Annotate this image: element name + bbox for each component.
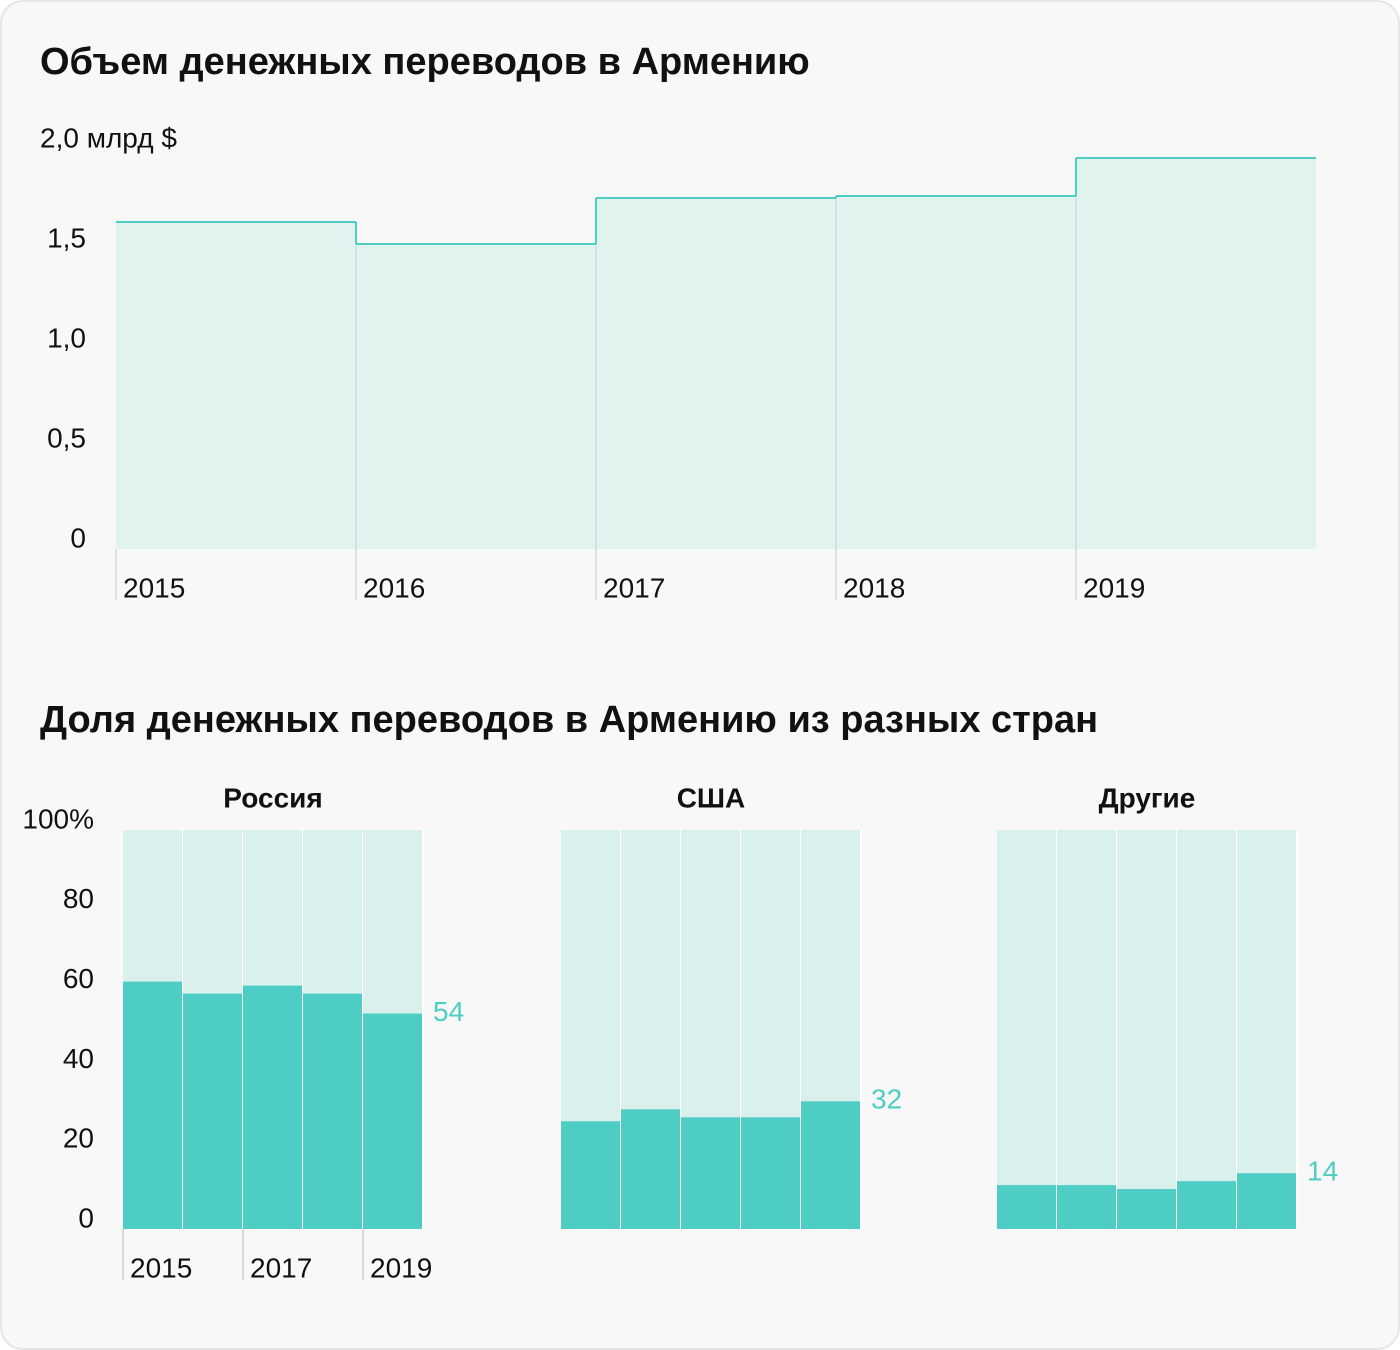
bar [1117,1189,1177,1229]
bar [801,1101,861,1229]
panel-title: Россия [223,782,322,813]
x-tick-label: 2017 [250,1252,312,1283]
x-tick-label: 2018 [843,572,905,603]
y-tick-label: 80 [63,883,94,914]
value-label: 14 [1307,1156,1338,1187]
y-tick-label: 0,5 [47,422,86,453]
chart-title: Объем денежных переводов в Армению [40,41,810,83]
bar [741,1117,801,1229]
bar [1177,1181,1237,1229]
bar-background [1057,830,1117,1229]
y-tick-label: 40 [63,1043,94,1074]
panel-title: Другие [1099,782,1196,813]
y-tick-label: 1,5 [47,222,86,253]
y-tick-label: 100% [22,803,94,834]
area [596,198,836,549]
bar-background [1117,830,1177,1229]
bar-background [1177,830,1237,1229]
area [836,196,1076,549]
bar [1057,1185,1117,1229]
bar [303,993,363,1229]
bar-background [997,830,1057,1229]
y-tick-label: 60 [63,963,94,994]
bar [621,1109,681,1229]
x-tick-label: 2015 [130,1252,192,1283]
bar [183,993,243,1229]
x-tick-label: 2019 [1083,572,1145,603]
chart-title: Доля денежных переводов в Армению из раз… [40,699,1098,741]
bar [1237,1173,1297,1229]
bar [997,1185,1057,1229]
y-tick-label: 1,0 [47,322,86,353]
y-tick-label: 20 [63,1123,94,1154]
bar [681,1117,741,1229]
value-label: 32 [871,1084,902,1115]
value-label: 54 [433,996,464,1027]
area [1076,158,1316,549]
y-tick-label: 2,0 млрд $ [40,122,177,153]
x-tick-label: 2016 [363,572,425,603]
bar [561,1121,621,1229]
bar [243,985,303,1229]
area [116,222,356,549]
bar-background [1237,830,1297,1229]
area [356,244,596,549]
x-tick-label: 2015 [123,572,185,603]
x-tick-label: 2017 [603,572,665,603]
bar [123,981,183,1229]
x-tick-label: 2019 [370,1252,432,1283]
bar [363,1013,423,1229]
y-tick-label: 0 [78,1202,94,1233]
y-tick-label: 0 [70,522,86,553]
panel-title: США [677,782,746,813]
